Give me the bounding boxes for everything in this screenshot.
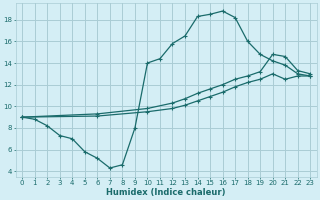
X-axis label: Humidex (Indice chaleur): Humidex (Indice chaleur) (107, 188, 226, 197)
